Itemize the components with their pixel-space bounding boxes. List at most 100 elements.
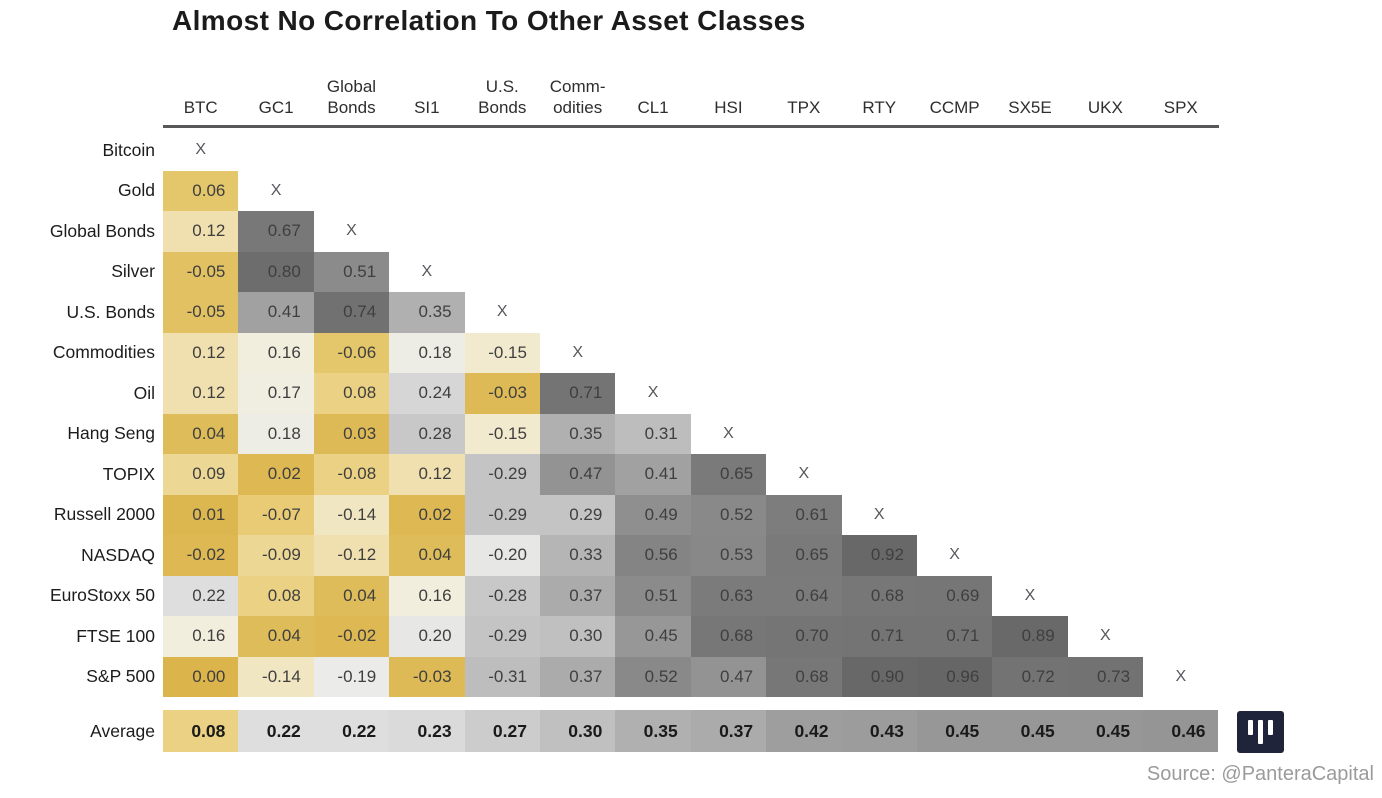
correlation-cell: 0.65 — [690, 454, 767, 495]
diagonal-x-marker: X — [195, 141, 207, 159]
diagonal-x-marker: X — [1100, 627, 1111, 645]
average-cell: 0.46 — [1143, 710, 1219, 752]
correlation-cell: 0.49 — [615, 494, 691, 535]
column-header: U.S. Bonds — [478, 76, 527, 117]
correlation-cell: 0.24 — [389, 373, 465, 414]
average-cell: 0.30 — [539, 710, 616, 752]
row-label-spacer — [155, 414, 163, 455]
row-label: Russell 2000 — [53, 504, 155, 525]
correlation-cell: 0.37 — [539, 656, 616, 697]
correlation-cell: 0.65 — [766, 535, 842, 576]
correlation-cell: 0.35 — [539, 413, 616, 454]
correlation-cell: 0.00 — [163, 656, 239, 697]
correlation-cell: 0.71 — [539, 373, 616, 414]
diagonal-x-marker: X — [647, 384, 659, 402]
row-label-spacer — [155, 130, 163, 171]
pantera-capital-logo — [1237, 711, 1284, 753]
row-label: FTSE 100 — [76, 625, 155, 646]
average-cell: 0.45 — [916, 710, 993, 752]
correlation-cell: -0.29 — [464, 616, 540, 657]
correlation-cell: 0.37 — [539, 575, 616, 616]
row-label: Commodities — [52, 342, 155, 363]
correlation-cell: 0.41 — [615, 454, 691, 495]
column-header: CCMP — [929, 97, 980, 117]
row-label: Global Bonds — [49, 220, 155, 241]
correlation-matrix-body: Bitcoin X Gold 0.06 X Global Bonds 0.12 0.67 X Si… — [0, 130, 1218, 697]
column-header: TPX — [787, 97, 821, 117]
row-label: Bitcoin — [102, 139, 155, 160]
correlation-cell: 0.16 — [238, 332, 314, 373]
logo-bar-icon — [1248, 720, 1253, 735]
correlation-cell: 0.45 — [615, 616, 691, 657]
average-cell: 0.43 — [841, 710, 917, 752]
average-cell: 0.35 — [615, 710, 691, 752]
matrix-row: Silver -0.05 0.80 0.51 X — [0, 251, 1218, 292]
correlation-cell: -0.14 — [313, 494, 390, 535]
row-label-spacer — [155, 454, 163, 495]
logo-bar-icon — [1258, 720, 1263, 744]
correlation-cell: -0.20 — [464, 535, 540, 576]
chart-title: Almost No Correlation To Other Asset Cla… — [172, 5, 806, 36]
correlation-cell: 0.33 — [539, 535, 616, 576]
row-label: TOPIX — [102, 463, 155, 484]
correlation-cell: -0.06 — [313, 332, 390, 373]
correlation-cell: 0.63 — [690, 575, 767, 616]
column-header-row: BTC GC1 Global Bonds SI1 U.S. Bonds Comm-oditie… — [163, 56, 1218, 124]
logo-bar-icon — [1268, 720, 1273, 735]
correlation-cell: 0.04 — [313, 575, 390, 616]
correlation-cell: 0.52 — [690, 494, 767, 535]
column-header: HSI — [714, 97, 743, 117]
diagonal-x-marker: X — [949, 546, 960, 564]
correlation-cell: 0.80 — [238, 251, 314, 292]
row-label: Silver — [111, 261, 155, 282]
correlation-cell: 0.64 — [766, 575, 842, 616]
correlation-cell: -0.14 — [238, 656, 314, 697]
correlation-cell: -0.12 — [313, 535, 390, 576]
correlation-cell: 0.22 — [163, 575, 239, 616]
row-label: Hang Seng — [67, 423, 155, 444]
row-label-spacer — [155, 710, 163, 752]
correlation-cell: 0.90 — [841, 656, 917, 697]
matrix-row: EuroStoxx 50 0.22 0.08 0.04 0.16 -0.28 0.37 0.5… — [0, 575, 1218, 616]
column-header: SPX — [1163, 97, 1198, 117]
correlation-cell: -0.02 — [313, 616, 390, 657]
matrix-row: Gold 0.06 X — [0, 170, 1218, 212]
diagonal-x-marker: X — [798, 465, 810, 483]
correlation-cell: 0.09 — [163, 454, 239, 495]
row-label: U.S. Bonds — [66, 301, 155, 322]
average-cell: 0.42 — [766, 710, 842, 752]
correlation-cell: 0.16 — [163, 616, 239, 657]
correlation-cell: 0.47 — [539, 454, 616, 495]
diagonal-x-marker: X — [270, 181, 282, 199]
diagonal-x-marker: X — [346, 222, 357, 240]
row-label-spacer — [155, 495, 163, 536]
matrix-row: NASDAQ -0.02 -0.09 -0.12 0.04 -0.20 0.33 0.56 0.… — [0, 535, 1218, 576]
diagonal-x-marker: X — [421, 262, 433, 280]
correlation-cell: -0.28 — [464, 575, 540, 616]
source-attribution: Source: @PanteraCapital — [1146, 763, 1374, 785]
column-header: UKX — [1087, 97, 1123, 117]
row-label-spacer — [155, 657, 163, 698]
row-label-spacer — [155, 292, 163, 333]
column-header: RTY — [862, 97, 897, 117]
correlation-cell: 0.92 — [841, 535, 917, 576]
row-label: Oil — [133, 382, 155, 403]
row-label: Gold — [118, 180, 155, 201]
column-header: SI1 — [414, 97, 440, 117]
correlation-cell: 0.06 — [163, 170, 239, 211]
correlation-cell: 0.12 — [163, 211, 239, 252]
correlation-cell: 0.73 — [1067, 656, 1144, 697]
correlation-cell: -0.15 — [464, 332, 540, 373]
diagonal-x-marker: X — [723, 424, 734, 442]
average-row-label: Average — [90, 720, 155, 741]
row-label-spacer — [155, 171, 163, 212]
correlation-cell: 0.53 — [690, 535, 767, 576]
correlation-cell: 0.96 — [916, 656, 993, 697]
correlation-cell: 0.68 — [841, 575, 917, 616]
average-cell: 0.08 — [163, 710, 239, 752]
average-cell: 0.22 — [238, 710, 314, 752]
correlation-cell: -0.29 — [464, 454, 540, 495]
correlation-cell: -0.08 — [313, 454, 390, 495]
diagonal-x-marker: X — [572, 343, 583, 361]
